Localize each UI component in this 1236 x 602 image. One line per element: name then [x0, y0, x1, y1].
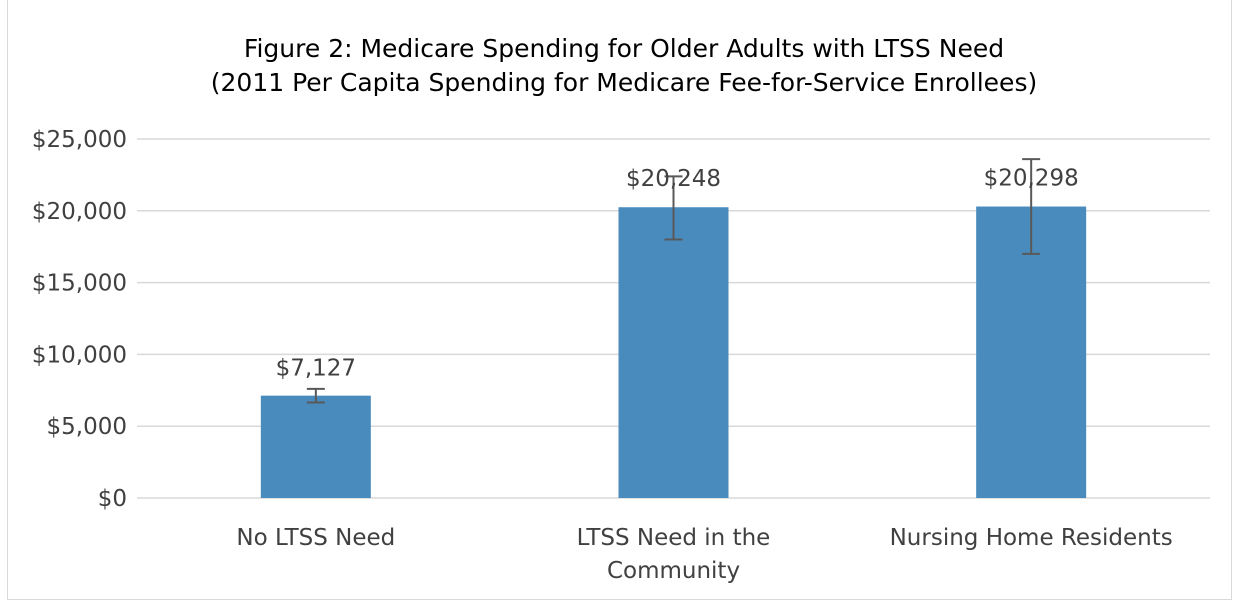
bar: [260, 395, 371, 498]
y-tick-label: $20,000: [32, 199, 127, 225]
y-tick-label: $10,000: [32, 342, 127, 368]
bars: [260, 206, 1087, 499]
data-label: $7,127: [276, 356, 356, 382]
y-tick-label: $0: [98, 486, 127, 512]
chart-title: Figure 2: Medicare Spending for Older Ad…: [244, 34, 1004, 63]
data-labels: $7,127 $20,248 $20,298: [276, 166, 1079, 382]
x-category-label: LTSS Need in the: [577, 525, 771, 551]
y-axis-tick-labels: $0 $5,000 $10,000 $15,000 $20,000 $25,000: [32, 127, 127, 512]
bar: [618, 207, 729, 499]
y-tick-label: $15,000: [32, 271, 127, 297]
error-bars: [306, 158, 1041, 404]
y-tick-label: $5,000: [47, 414, 127, 440]
x-category-label: Nursing Home Residents: [890, 525, 1173, 551]
x-axis-category-labels: No LTSS Need LTSS Need in the Community Nur…: [236, 525, 1172, 584]
bar: [976, 206, 1087, 498]
data-label: $20,298: [984, 166, 1079, 192]
y-tick-label: $25,000: [32, 127, 127, 153]
x-category-label: Community: [607, 558, 740, 584]
x-category-label: No LTSS Need: [236, 525, 395, 551]
data-label: $20,248: [626, 166, 721, 192]
chart-subtitle: (2011 Per Capita Spending for Medicare F…: [211, 68, 1037, 97]
